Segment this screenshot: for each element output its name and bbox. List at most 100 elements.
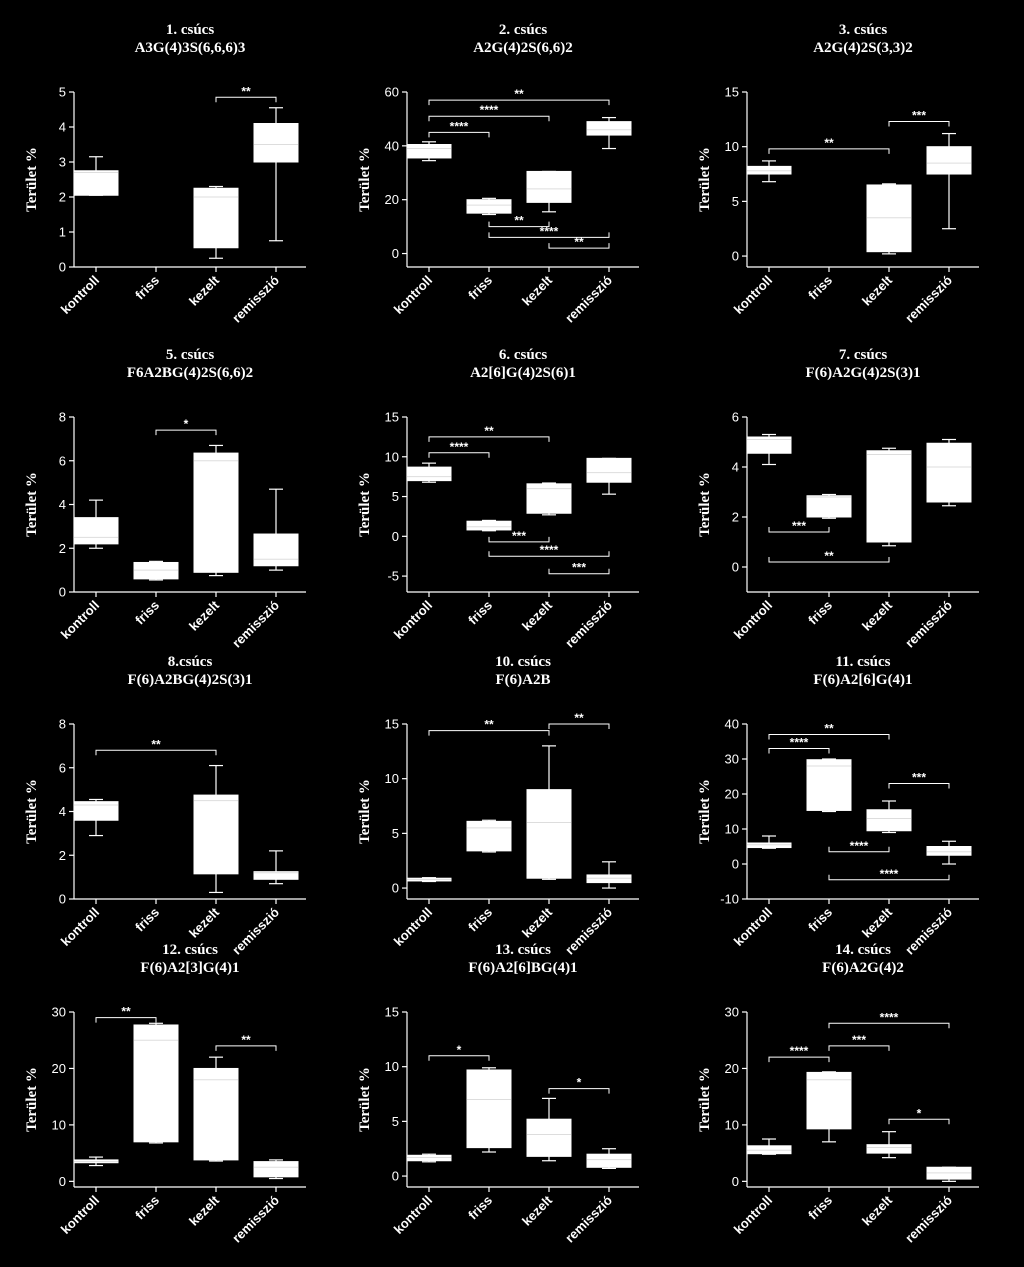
- significance-label: ***: [512, 529, 526, 543]
- y-tick-label: 20: [52, 1061, 66, 1076]
- significance-bracket: ****: [488, 543, 610, 557]
- bracket-line: [488, 551, 610, 557]
- box-iqr: [406, 144, 452, 159]
- panel-6: 7. csúcs F(6)A2G(4)2S(3)1 0 2 4 6 Terület % kon…: [697, 347, 979, 651]
- x-tick-label-remisszió: remisszió: [229, 272, 282, 325]
- significance-label: ***: [912, 109, 926, 123]
- y-tick-label: 2: [59, 848, 66, 863]
- significance-bracket: ****: [828, 1010, 950, 1029]
- significance-bracket: ***: [488, 529, 550, 543]
- panel-10: 12. csúcs F(6)A2[3]G(4)1 0 10 20 30 Terület % k…: [24, 942, 306, 1246]
- significance-bracket: ****: [768, 1044, 830, 1063]
- significance-label: **: [824, 549, 834, 563]
- y-tick-label: 10: [725, 1117, 739, 1132]
- bracket-line: [888, 1118, 950, 1125]
- box-iqr: [253, 533, 299, 567]
- bracket-line: [768, 1056, 830, 1063]
- bracket-line: [828, 846, 890, 853]
- box-friss: [806, 1071, 852, 1143]
- box-iqr: [926, 442, 972, 503]
- y-tick-label: 15: [385, 1005, 399, 1020]
- box-iqr: [466, 820, 512, 852]
- box-iqr: [926, 846, 972, 856]
- box-iqr: [746, 436, 792, 454]
- significance-bracket: **: [768, 549, 890, 563]
- x-tick-label-friss: friss: [465, 905, 495, 935]
- bracket-line: [828, 874, 950, 881]
- y-tick-label: 30: [725, 1005, 739, 1020]
- box-iqr: [526, 170, 572, 203]
- y-tick-label: 15: [385, 717, 399, 732]
- panel-3: 3. csúcs A2G(4)2S(3,3)2 0 5 10 15 Terület % kon…: [697, 22, 979, 326]
- box-iqr: [73, 517, 119, 545]
- panel-9: 11. csúcs F(6)A2[6]G(4)1 -10 0 10 20 30 40 Terül…: [697, 654, 979, 958]
- y-tick-label: 6: [59, 760, 66, 775]
- significance-label: **: [151, 737, 161, 751]
- panel-8: 10. csúcs F(6)A2B 0 5 10 15 Terület % kontroll f…: [357, 654, 639, 958]
- bracket-line: [768, 148, 890, 154]
- box-iqr: [806, 1071, 852, 1130]
- bracket-line: [488, 536, 550, 543]
- box-remisszió: [926, 438, 972, 507]
- significance-label: ****: [450, 440, 469, 454]
- panel-title: 12. csúcs: [162, 942, 218, 958]
- box-iqr: [866, 1144, 912, 1154]
- y-tick-label: -10: [720, 892, 739, 907]
- bracket-line: [768, 734, 890, 740]
- bracket-line: [95, 749, 217, 756]
- box-iqr: [746, 842, 792, 849]
- bracket-line: [768, 527, 830, 533]
- significance-label: *: [917, 1106, 922, 1120]
- y-axis-label: Terület %: [24, 1067, 40, 1132]
- y-axis-label: Terület %: [697, 1067, 713, 1132]
- significance-bracket: **: [488, 214, 550, 228]
- bracket-line: [548, 1088, 610, 1094]
- x-tick-label-kezelt: kezelt: [859, 904, 896, 941]
- x-tick-label-kontroll: kontroll: [58, 905, 102, 949]
- x-tick-label-kontroll: kontroll: [58, 1193, 102, 1237]
- x-tick-label-friss: friss: [805, 905, 835, 935]
- box-kezelt: [526, 170, 572, 213]
- box-iqr: [253, 871, 299, 880]
- box-iqr: [133, 561, 179, 580]
- significance-bracket: *: [428, 1043, 490, 1061]
- box-iqr: [526, 1118, 572, 1157]
- bracket-line: [215, 1045, 277, 1051]
- y-tick-label: 6: [732, 410, 739, 425]
- y-tick-label: 4: [59, 497, 66, 512]
- panel-subtitle: F(6)A2B: [496, 672, 551, 688]
- box-iqr: [586, 121, 632, 136]
- box-iqr: [73, 801, 119, 821]
- box-kezelt: [193, 1056, 239, 1162]
- box-iqr: [466, 1069, 512, 1149]
- y-tick-label: 0: [392, 529, 399, 544]
- y-tick-label: 0: [732, 1174, 739, 1189]
- panel-title: 1. csúcs: [166, 22, 214, 38]
- panel-4: 5. csúcs F6A2BG(4)2S(6,6)2 0 2 4 6 8 Terület % k…: [24, 347, 306, 651]
- significance-label: ***: [852, 1033, 866, 1047]
- box-kezelt: [193, 185, 239, 259]
- significance-label: **: [484, 718, 494, 732]
- significance-bracket: **: [95, 737, 217, 756]
- box-remisszió: [586, 1148, 632, 1170]
- panel-title: 6. csúcs: [499, 347, 547, 363]
- x-tick-label-kezelt: kezelt: [519, 1192, 556, 1229]
- x-tick-label-kezelt: kezelt: [519, 597, 556, 634]
- box-kezelt: [193, 444, 239, 577]
- bracket-line: [548, 568, 610, 575]
- y-tick-label: 10: [385, 1059, 399, 1074]
- box-kezelt: [526, 745, 572, 880]
- y-tick-label: 30: [52, 1005, 66, 1020]
- significance-label: ***: [792, 519, 806, 533]
- panel-title: 10. csúcs: [495, 654, 551, 670]
- bracket-line: [428, 452, 490, 458]
- box-iqr: [806, 759, 852, 811]
- box-iqr: [746, 1145, 792, 1155]
- x-tick-label-friss: friss: [132, 598, 162, 628]
- significance-label: ****: [480, 103, 499, 117]
- significance-bracket: ****: [428, 119, 490, 138]
- panel-title: 14. csúcs: [835, 942, 891, 958]
- panel-title: 5. csúcs: [166, 347, 214, 363]
- x-tick-label-friss: friss: [132, 1193, 162, 1223]
- significance-label: **: [824, 136, 834, 150]
